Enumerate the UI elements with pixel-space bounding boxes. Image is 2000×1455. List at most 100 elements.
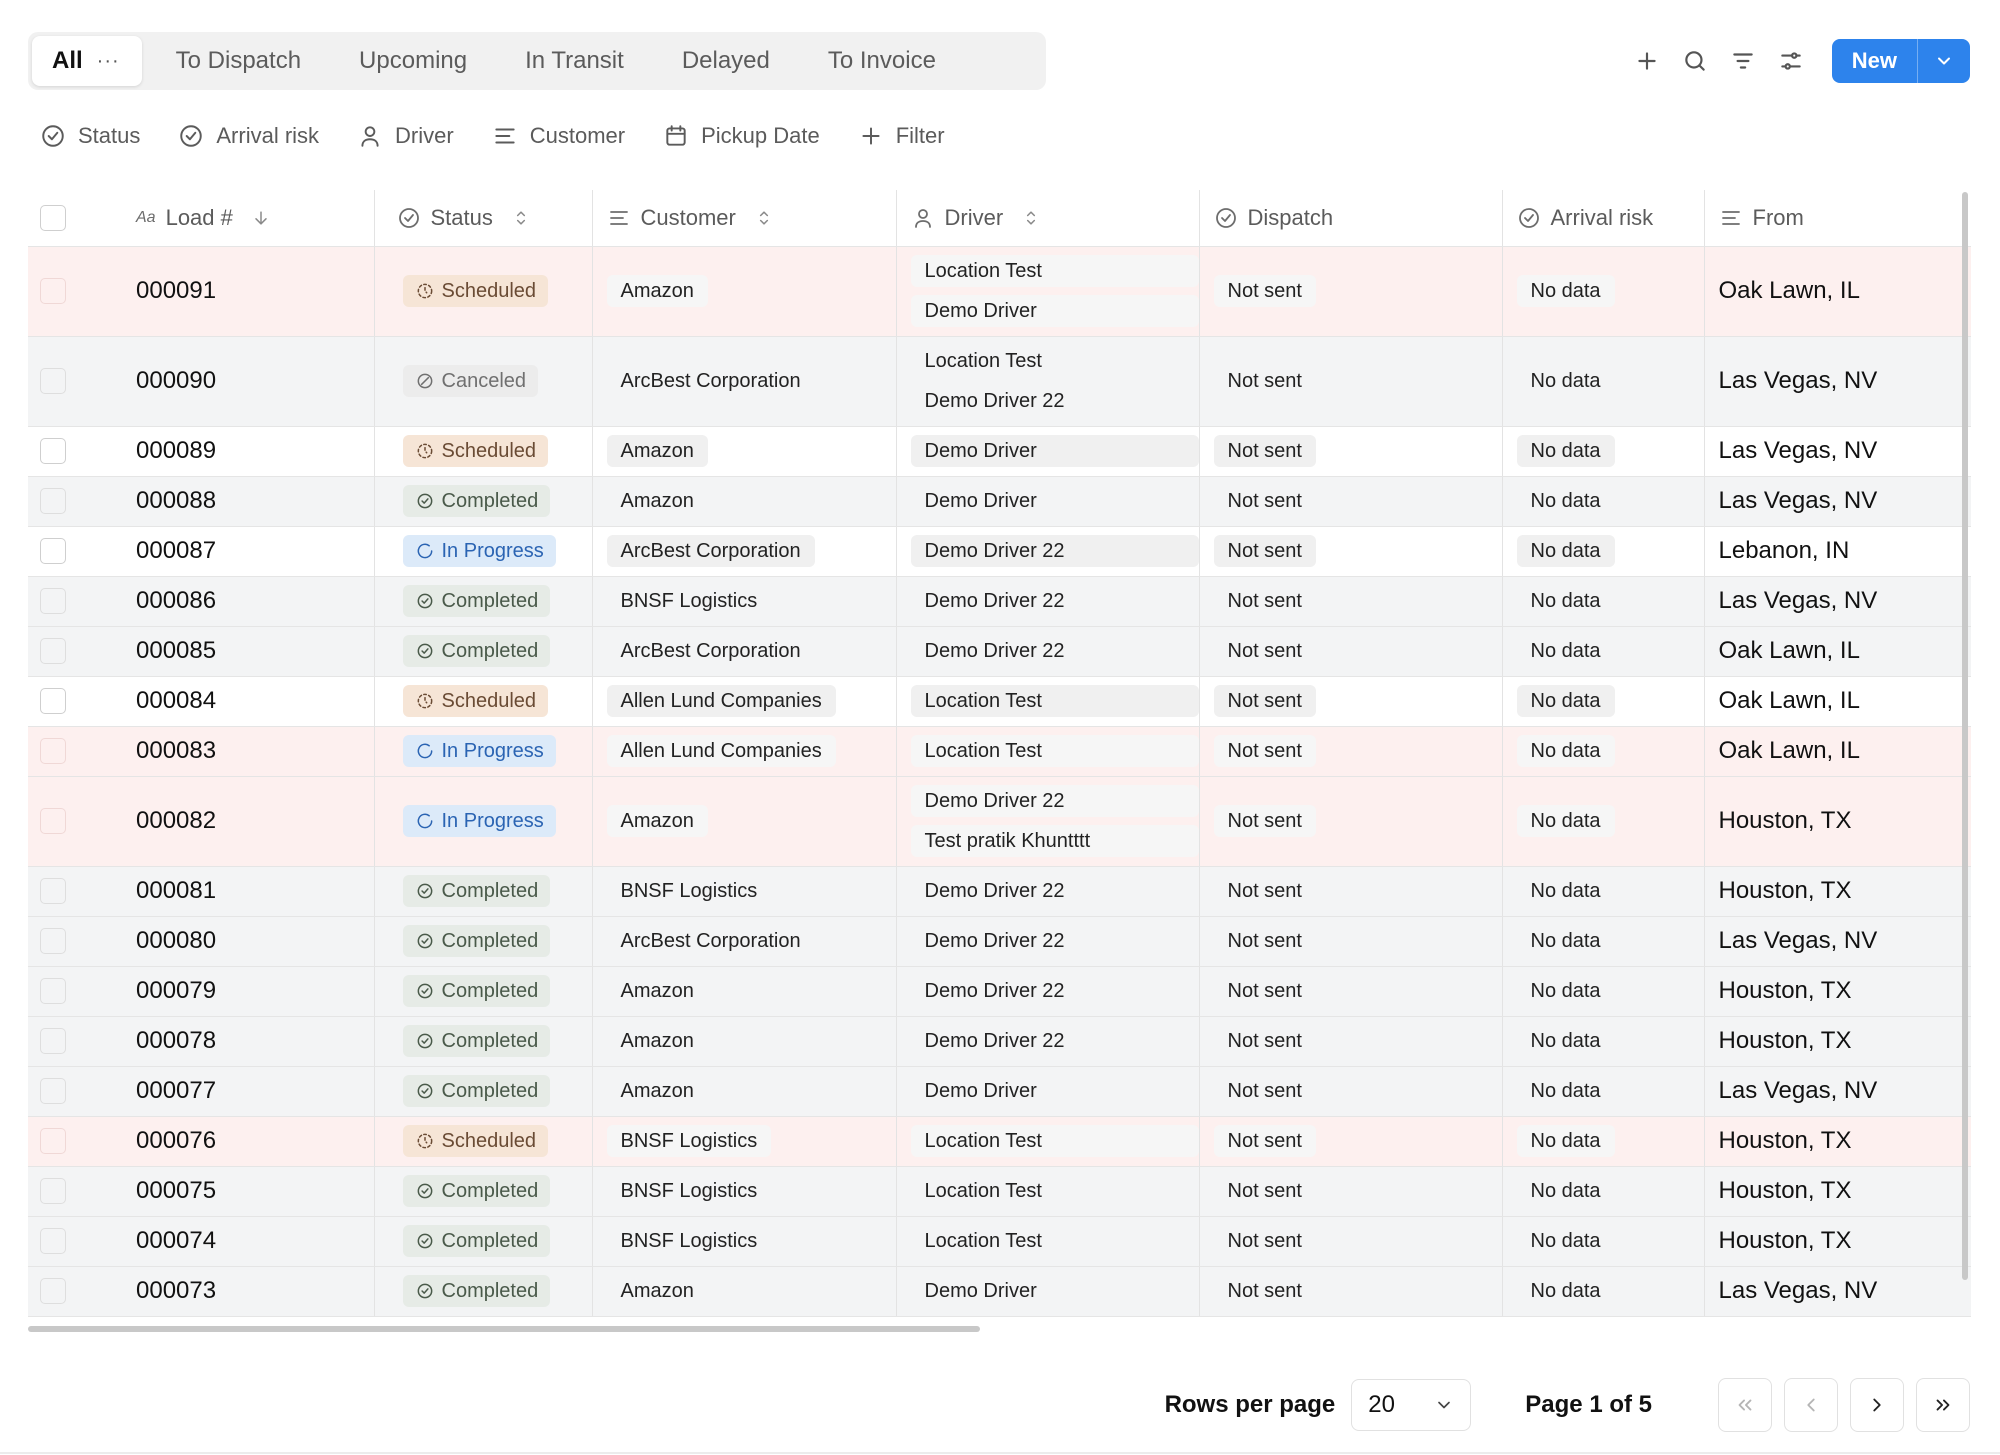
driver-chip[interactable]: Location Test	[910, 735, 1199, 767]
driver-chip[interactable]: Demo Driver 22	[924, 979, 1065, 1002]
status-cell[interactable]: Completed	[374, 626, 593, 677]
column-header-arrival-risk[interactable]: Arrival risk	[1502, 190, 1705, 247]
status-cell[interactable]: Scheduled	[374, 246, 593, 337]
driver-chip[interactable]: Demo Driver 22	[924, 879, 1065, 902]
customer-chip[interactable]: BNSF Logistics	[620, 1179, 758, 1202]
driver-cell[interactable]: Location Test Demo Driver	[896, 246, 1200, 337]
dispatch-cell[interactable]: Not sent	[1199, 916, 1503, 967]
driver-chip[interactable]: Test pratik Khuntttt	[910, 825, 1199, 857]
table-row[interactable]: 000091 Scheduled Amazon Location Test Dem…	[28, 246, 1971, 337]
load-number-cell[interactable]: 000087	[84, 526, 375, 577]
arrival-risk-cell[interactable]: No data	[1502, 246, 1705, 337]
driver-cell[interactable]: Location Test	[896, 676, 1200, 727]
table-row[interactable]: 000076 Scheduled BNSF Logistics Location…	[28, 1116, 1971, 1167]
customer-cell[interactable]: Amazon	[592, 1066, 897, 1117]
arrival-risk-cell[interactable]: No data	[1502, 1216, 1705, 1267]
filter-arrival-risk[interactable]: Arrival risk	[178, 123, 319, 149]
new-button[interactable]: New	[1831, 39, 1970, 83]
table-row[interactable]: 000073 Completed Amazon Demo Driver Not …	[28, 1266, 1971, 1317]
customer-chip[interactable]: Allen Lund Companies	[606, 685, 836, 717]
row-checkbox[interactable]	[40, 588, 66, 614]
load-number-cell[interactable]: 000077	[84, 1066, 375, 1117]
load-number-cell[interactable]: 000089	[84, 426, 375, 477]
load-number-cell[interactable]: 000074	[84, 1216, 375, 1267]
arrival-risk-cell[interactable]: No data	[1502, 626, 1705, 677]
column-header-customer[interactable]: Customer	[592, 190, 897, 247]
load-number-cell[interactable]: 000091	[84, 246, 375, 337]
status-cell[interactable]: Completed	[374, 866, 593, 917]
load-number-cell[interactable]: 000078	[84, 1016, 375, 1067]
table-row[interactable]: 000084 Scheduled Allen Lund Companies Lo…	[28, 676, 1971, 727]
vertical-scrollbar[interactable]	[1962, 192, 1968, 1280]
dispatch-cell[interactable]: Not sent	[1199, 526, 1503, 577]
rows-per-page-select[interactable]: 20	[1351, 1379, 1472, 1431]
dispatch-cell[interactable]: Not sent	[1199, 476, 1503, 527]
table-row[interactable]: 000087 In Progress ArcBest Corporation D…	[28, 526, 1971, 577]
driver-chip[interactable]: Demo Driver 22	[910, 535, 1199, 567]
customer-cell[interactable]: ArcBest Corporation	[592, 526, 897, 577]
row-checkbox[interactable]	[40, 1078, 66, 1104]
column-header-driver[interactable]: Driver	[896, 190, 1200, 247]
dispatch-cell[interactable]: Not sent	[1199, 1216, 1503, 1267]
table-row[interactable]: 000079 Completed Amazon Demo Driver 22 N…	[28, 966, 1971, 1017]
row-checkbox[interactable]	[40, 1178, 66, 1204]
table-row[interactable]: 000074 Completed BNSF Logistics Location…	[28, 1216, 1971, 1267]
status-cell[interactable]: Completed	[374, 1266, 593, 1317]
row-checkbox[interactable]	[40, 1228, 66, 1254]
table-row[interactable]: 000077 Completed Amazon Demo Driver Not …	[28, 1066, 1971, 1117]
customer-chip[interactable]: Amazon	[620, 1079, 694, 1102]
driver-chip[interactable]: Demo Driver 22	[924, 589, 1065, 612]
dispatch-cell[interactable]: Not sent	[1199, 1066, 1503, 1117]
row-checkbox[interactable]	[40, 1278, 66, 1304]
load-number-cell[interactable]: 000085	[84, 626, 375, 677]
customer-cell[interactable]: BNSF Logistics	[592, 576, 897, 627]
from-cell[interactable]: Houston, TX	[1704, 1016, 1971, 1067]
driver-cell[interactable]: Demo Driver	[896, 1266, 1200, 1317]
driver-cell[interactable]: Location Test	[896, 1216, 1200, 1267]
status-cell[interactable]: In Progress	[374, 726, 593, 777]
driver-cell[interactable]: Demo Driver 22	[896, 526, 1200, 577]
row-checkbox[interactable]	[40, 438, 66, 464]
from-cell[interactable]: Las Vegas, NV	[1704, 336, 1971, 427]
row-checkbox[interactable]	[40, 638, 66, 664]
arrival-risk-cell[interactable]: No data	[1502, 526, 1705, 577]
arrival-risk-cell[interactable]: No data	[1502, 776, 1705, 867]
driver-chip[interactable]: Demo Driver 22	[910, 785, 1199, 817]
customer-chip[interactable]: ArcBest Corporation	[620, 369, 801, 392]
customer-cell[interactable]: ArcBest Corporation	[592, 336, 897, 427]
select-all-checkbox[interactable]	[40, 204, 66, 231]
row-checkbox[interactable]	[40, 278, 66, 304]
status-cell[interactable]: Completed	[374, 476, 593, 527]
driver-cell[interactable]: Demo Driver 22 Test pratik Khuntttt	[896, 776, 1200, 867]
filter-customer[interactable]: Customer	[492, 123, 625, 149]
status-cell[interactable]: Scheduled	[374, 426, 593, 477]
load-number-cell[interactable]: 000080	[84, 916, 375, 967]
arrival-risk-cell[interactable]: No data	[1502, 1166, 1705, 1217]
customer-chip[interactable]: Amazon	[620, 489, 694, 512]
driver-chip[interactable]: Demo Driver 22	[924, 639, 1065, 662]
customer-chip[interactable]: Amazon	[606, 435, 708, 467]
table-row[interactable]: 000085 Completed ArcBest Corporation Dem…	[28, 626, 1971, 677]
table-row[interactable]: 000089 Scheduled Amazon Demo Driver Not …	[28, 426, 1971, 477]
customer-cell[interactable]: BNSF Logistics	[592, 1116, 897, 1167]
driver-chip[interactable]: Location Test	[910, 255, 1199, 287]
driver-chip[interactable]: Demo Driver 22	[924, 1029, 1065, 1052]
add-filter-button[interactable]: Filter	[858, 123, 945, 149]
load-number-cell[interactable]: 000084	[84, 676, 375, 727]
table-row[interactable]: 000081 Completed BNSF Logistics Demo Dri…	[28, 866, 1971, 917]
table-row[interactable]: 000078 Completed Amazon Demo Driver 22 N…	[28, 1016, 1971, 1067]
customer-chip[interactable]: Amazon	[606, 805, 708, 837]
load-number-cell[interactable]: 000079	[84, 966, 375, 1017]
customer-cell[interactable]: ArcBest Corporation	[592, 626, 897, 677]
dispatch-cell[interactable]: Not sent	[1199, 246, 1503, 337]
dispatch-cell[interactable]: Not sent	[1199, 1116, 1503, 1167]
status-cell[interactable]: In Progress	[374, 526, 593, 577]
from-cell[interactable]: Las Vegas, NV	[1704, 426, 1971, 477]
arrival-risk-cell[interactable]: No data	[1502, 476, 1705, 527]
customer-cell[interactable]: Amazon	[592, 246, 897, 337]
prev-page-button[interactable]	[1784, 1378, 1838, 1432]
dispatch-cell[interactable]: Not sent	[1199, 1266, 1503, 1317]
from-cell[interactable]: Oak Lawn, IL	[1704, 676, 1971, 727]
customer-chip[interactable]: BNSF Logistics	[620, 1229, 758, 1252]
load-number-cell[interactable]: 000073	[84, 1266, 375, 1317]
